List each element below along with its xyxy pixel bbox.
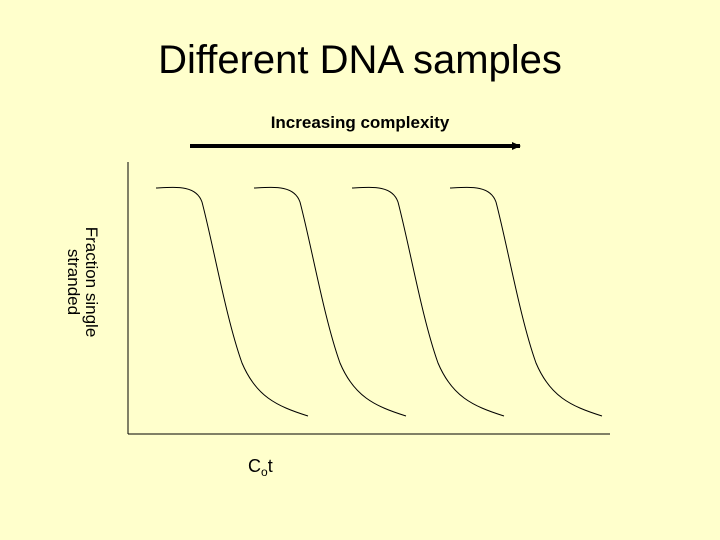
slide-title: Different DNA samples [158,38,562,82]
y-axis-label: Fraction single stranded [64,226,101,338]
x-axis-label-main: C [248,456,261,476]
melting-curve-2 [253,186,407,417]
x-axis-label-subscript: o [261,465,268,479]
x-axis-label: Cot [248,456,273,479]
x-axis-label-tail: t [267,456,273,476]
melting-curve-1 [155,186,309,417]
melting-curve-3 [351,186,505,417]
curves-group [155,186,603,417]
melting-curve-4 [449,186,603,417]
complexity-label: Increasing complexity [270,113,450,132]
